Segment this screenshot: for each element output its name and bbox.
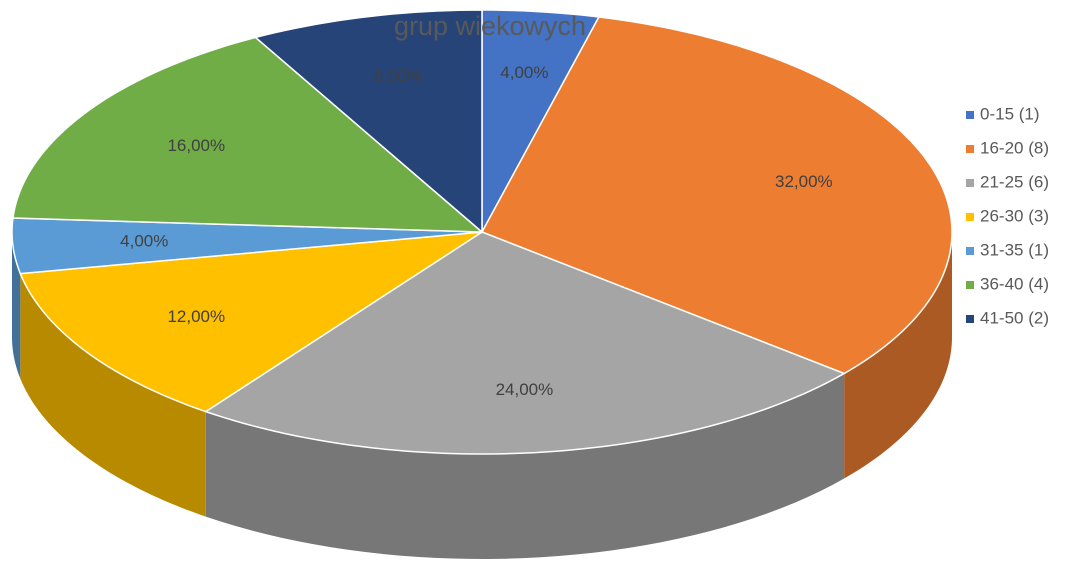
legend: 0-15 (1) 16-20 (8) 21-25 (6) 26-30 (3) 31-35… <box>966 104 1049 327</box>
data-label: 32,00% <box>775 172 833 191</box>
slice <box>19 231 483 413</box>
slice-side <box>20 273 206 517</box>
legend-label: 21-25 (6) <box>980 172 1049 191</box>
slice <box>204 231 846 455</box>
data-label: 4,00% <box>120 232 168 251</box>
legend-swatch <box>966 213 974 221</box>
slice <box>12 36 485 233</box>
data-label: 8,00% <box>374 67 422 86</box>
data-label: 4,00% <box>500 63 548 82</box>
data-label: 24,00% <box>496 380 554 399</box>
legend-label: 41-50 (2) <box>980 308 1049 327</box>
pie-tops <box>11 9 953 455</box>
data-label: 16,00% <box>167 136 225 155</box>
legend-swatch <box>966 145 974 153</box>
legend-label: 26-30 (3) <box>980 206 1049 225</box>
slice-side <box>844 232 952 479</box>
slice <box>481 9 601 233</box>
legend-label: 31-35 (1) <box>980 240 1049 259</box>
legend-label: 0-15 (1) <box>980 104 1040 123</box>
legend-swatch <box>966 111 974 119</box>
slice-side <box>205 373 845 559</box>
legend-swatch <box>966 247 974 255</box>
legend-swatch <box>966 315 974 323</box>
legend-swatch <box>966 281 974 289</box>
slice <box>480 16 953 375</box>
legend-label: 36-40 (4) <box>980 274 1049 293</box>
slice <box>11 217 483 275</box>
slice <box>253 9 483 234</box>
data-label: 12,00% <box>167 307 225 326</box>
chart-title: grup wiekowych <box>394 11 586 41</box>
legend-swatch <box>966 179 974 187</box>
pie-labels: 4,00% 32,00% 24,00% 12,00% 4,00% 16,00% 8,00% <box>120 63 833 399</box>
legend-label: 16-20 (8) <box>980 138 1049 157</box>
